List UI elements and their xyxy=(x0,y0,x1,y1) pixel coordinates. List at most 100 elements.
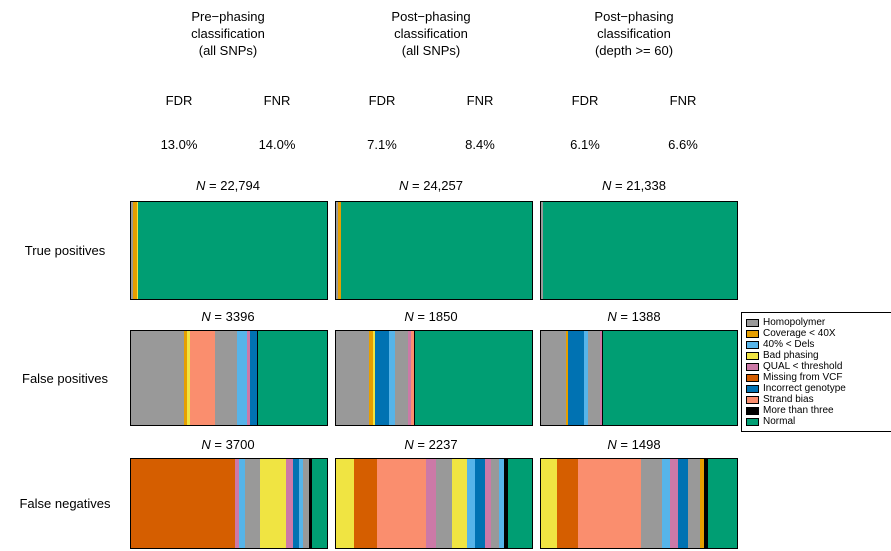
fnr-label: FNR xyxy=(466,93,494,108)
row-false-positives: N = 3396 N = 1850 N = 1388 False positiv… xyxy=(0,308,891,426)
legend-item: Bad phasing xyxy=(746,350,891,361)
bar-segment-normal xyxy=(415,331,532,425)
bar-segment-40-dels xyxy=(467,459,476,548)
bar-segment-strand-bias xyxy=(411,331,415,425)
bar-segment-40-dels xyxy=(298,459,304,548)
bar-segment-40-dels xyxy=(498,459,505,548)
bar-segment-incorrect-genotype xyxy=(568,331,585,425)
legend-item: Normal xyxy=(746,416,891,427)
n-label: N = 21,338 xyxy=(602,178,666,193)
legend-item: 40% < Dels xyxy=(746,339,891,350)
bar-segment-normal xyxy=(543,202,737,299)
bar-segment-incorrect-genotype xyxy=(375,331,389,425)
bar-segment-normal xyxy=(508,459,532,548)
n-label: N = 1850 xyxy=(404,309,458,324)
legend-item: Strand bias xyxy=(746,394,891,405)
row-label-false-negatives: False negatives xyxy=(19,496,111,511)
legend-swatch xyxy=(746,417,759,426)
fdr-fnr-values: 13.0% 14.0% xyxy=(130,136,326,153)
bar-segment-homopolymer xyxy=(336,331,370,425)
n-label: N = 1498 xyxy=(607,437,661,452)
bar-segment-coverage-40x xyxy=(369,331,374,425)
stacked-bar-false-negatives xyxy=(540,458,738,549)
column-title-post-phasing-depth: Post−phasing classification (depth >= 60… xyxy=(594,9,674,58)
bar-segment-homopolymer xyxy=(215,331,237,425)
legend: Homopolymer Coverage < 40X 40% < Dels Bad p… xyxy=(741,312,891,432)
legend-label: 40% < Dels xyxy=(763,339,815,350)
bar-segment-more-than-three xyxy=(414,331,416,425)
bar-segment-more-than-three xyxy=(257,331,259,425)
bar-segment-40-dels xyxy=(238,459,245,548)
legend-label: Normal xyxy=(763,416,796,427)
bar-segment-homopolymer xyxy=(394,331,409,425)
bar-segment-qual-threshold xyxy=(246,331,250,425)
bar-segment-homopolymer xyxy=(131,331,184,425)
fnr-value: 6.6% xyxy=(668,137,698,152)
bar-segment-incorrect-genotype xyxy=(292,459,299,548)
legend-swatch xyxy=(746,329,759,338)
legend-swatch xyxy=(746,351,759,360)
bar-segment-more-than-three xyxy=(504,459,509,548)
column-title-post-phasing: Post−phasing classification (all SNPs) xyxy=(391,9,471,58)
n-label: N = 2237 xyxy=(404,437,458,452)
legend-label: More than three xyxy=(763,405,834,416)
stacked-bar-false-positives xyxy=(335,330,533,426)
fdr-label: FDR xyxy=(368,93,396,108)
fdr-fnr-pair: FDR FNR xyxy=(333,92,529,109)
bar-segment-bad-phasing xyxy=(336,459,354,548)
n-label: N = 24,257 xyxy=(399,178,463,193)
bar-segment-incorrect-genotype xyxy=(249,331,258,425)
legend-label: QUAL < threshold xyxy=(763,361,843,372)
n-labels-row: N = 22,794 N = 24,257 N = 21,338 xyxy=(130,177,891,195)
fdr-fnr-labels-row: FDR FNR FDR FNR FDR FNR xyxy=(130,92,891,109)
stacked-bar-true-positives xyxy=(540,201,738,300)
n-label: N = 22,794 xyxy=(196,178,260,193)
bar-segment-homopolymer xyxy=(435,459,452,548)
fdr-fnr-values: 6.1% 6.6% xyxy=(536,136,732,153)
bar-segment-more-than-three xyxy=(703,459,708,548)
bar-segment-homopolymer xyxy=(588,331,600,425)
bar-segment-missing-from-vcf xyxy=(556,459,579,548)
n-labels-row: N = 3700 N = 2237 N = 1498 xyxy=(130,436,891,454)
stacked-bar-false-negatives xyxy=(335,458,533,549)
stacked-bar-false-positives xyxy=(130,330,328,426)
bar-segment-strand-bias xyxy=(578,459,641,548)
row-label-true-positives: True positives xyxy=(24,243,106,258)
bar-segment-homopolymer xyxy=(687,459,700,548)
bar-segment-bad-phasing xyxy=(373,331,376,425)
legend-label: Homopolymer xyxy=(763,317,826,328)
bar-segment-bad-phasing xyxy=(451,459,468,548)
fdr-label: FDR xyxy=(165,93,193,108)
bar-segment-qual-threshold xyxy=(408,331,412,425)
legend-swatch xyxy=(746,406,759,415)
row-label-false-positives: False positives xyxy=(22,370,108,386)
bar-segment-normal xyxy=(258,331,327,425)
bar-segment-homopolymer xyxy=(131,202,134,299)
bar-segment-homopolymer xyxy=(303,459,310,548)
bar-segment-coverage-40x xyxy=(337,202,341,299)
bar-segment-coverage-40x xyxy=(699,459,704,548)
legend-label: Missing from VCF xyxy=(763,372,843,383)
bar-segment-40-dels xyxy=(236,331,247,425)
fdr-value: 7.1% xyxy=(367,137,397,152)
bar-segment-bad-phasing xyxy=(186,331,190,425)
bar-segment-strand-bias xyxy=(189,331,216,425)
bar-segment-normal xyxy=(341,202,532,299)
bar-segment-normal xyxy=(312,459,327,548)
legend-item: Coverage < 40X xyxy=(746,328,891,339)
column-titles: Pre−phasing classification (all SNPs) Po… xyxy=(130,0,891,59)
fnr-label: FNR xyxy=(263,93,291,108)
legend-swatch xyxy=(746,384,759,393)
bar-segment-incorrect-genotype xyxy=(340,202,342,299)
bar-segment-40-dels xyxy=(662,459,671,548)
bar-segment-missing-from-vcf xyxy=(353,459,378,548)
bar-segment-qual-threshold xyxy=(670,459,679,548)
row-true-positives: N = 22,794 N = 24,257 N = 21,338 True po… xyxy=(0,177,891,300)
bar-segment-qual-threshold xyxy=(599,331,602,425)
bar-segment-qual-threshold xyxy=(285,459,293,548)
fdr-fnr-pair: FDR FNR xyxy=(536,92,732,109)
bar-segment-bad-phasing xyxy=(137,202,139,299)
bar-segment-missing-from-vcf xyxy=(131,459,235,548)
row-false-negatives: N = 3700 N = 2237 N = 1498 False negativ… xyxy=(0,436,891,549)
